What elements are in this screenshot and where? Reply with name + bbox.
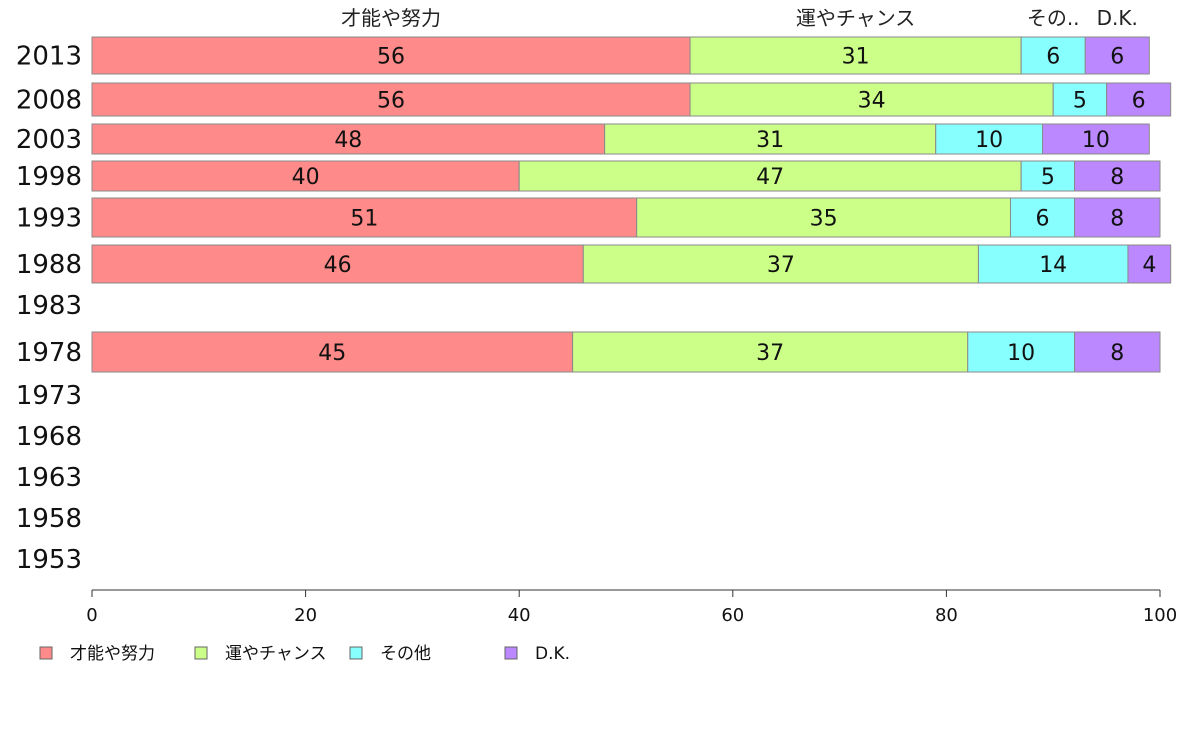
year-label-2013: 2013	[16, 42, 82, 72]
series-header-1: 運やチャンス	[796, 6, 915, 30]
value-label-2003-series-0: 48	[334, 128, 362, 153]
year-label-2008: 2008	[16, 86, 82, 116]
bar-1993-series-3	[1074, 197, 1161, 238]
value-label-1998-series-3: 8	[1110, 165, 1124, 190]
year-label-1958: 1958	[16, 504, 82, 534]
value-label-2013-series-1: 31	[842, 45, 870, 70]
bar-1998-series-0	[91, 160, 520, 192]
bar-1993-series-1	[636, 197, 1011, 238]
value-label-1988-series-2: 14	[1039, 253, 1067, 278]
value-label-1998-series-0: 40	[292, 165, 320, 190]
bar-1993-series-0	[91, 197, 638, 238]
x-tick-label-60: 60	[721, 605, 744, 626]
legend-label-0: 才能や努力	[70, 644, 155, 664]
series-header-3: D.K.	[1097, 6, 1138, 30]
value-label-2008-series-3: 6	[1132, 89, 1146, 114]
year-label-1988: 1988	[16, 250, 82, 280]
bar-2008-series-2	[1052, 82, 1108, 117]
legend: 才能や努力 運やチャンス その他 D.K.	[39, 644, 570, 664]
bar-1998-series-3	[1074, 160, 1161, 192]
year-label-1993: 1993	[16, 204, 82, 234]
value-label-1993-series-0: 51	[350, 207, 378, 232]
category-header-labels: 才能や努力 運やチャンス その.. D.K.	[341, 6, 1138, 30]
legend-swatch-3	[504, 646, 518, 660]
value-label-1988-series-3: 4	[1142, 253, 1156, 278]
value-label-2013-series-0: 56	[377, 45, 405, 70]
x-tick-label-0: 0	[86, 605, 97, 626]
bar-1993-series-2	[1009, 197, 1076, 238]
value-label-1978-series-3: 8	[1110, 341, 1124, 366]
value-label-2003-series-3: 10	[1082, 128, 1110, 153]
series-header-0: 才能や努力	[341, 6, 441, 30]
value-label-1993-series-3: 8	[1110, 207, 1124, 232]
year-label-1963: 1963	[16, 463, 82, 493]
year-axis-labels: 2013 2008 2003 1998 1993 1988 1983 1978 1973 1968…	[16, 42, 82, 576]
bar-1988-series-1	[582, 244, 979, 284]
value-label-1988-series-0: 46	[324, 253, 352, 278]
x-tick-label-20: 20	[294, 605, 317, 626]
x-tick-label-40: 40	[508, 605, 531, 626]
bar-2013-series-1	[689, 36, 1022, 75]
legend-swatch-0	[39, 646, 53, 660]
value-label-1998-series-2: 5	[1041, 165, 1055, 190]
bar-2003-series-1	[604, 123, 937, 155]
x-axis: 0 20 40 60 80 100	[86, 589, 1177, 626]
bar-2008-series-3	[1106, 82, 1172, 117]
bar-2003-series-3	[1042, 123, 1150, 155]
bar-1988-series-2	[977, 244, 1129, 284]
value-label-1988-series-1: 37	[767, 253, 795, 278]
value-label-1998-series-1: 47	[756, 165, 784, 190]
value-label-2008-series-2: 5	[1073, 89, 1087, 114]
value-label-2008-series-1: 34	[858, 89, 886, 114]
legend-swatch-1	[194, 646, 208, 660]
value-label-2003-series-1: 31	[756, 128, 784, 153]
legend-label-2: その他	[380, 644, 431, 664]
value-label-1978-series-1: 37	[756, 341, 784, 366]
year-label-2003: 2003	[16, 125, 82, 155]
year-label-1978: 1978	[16, 338, 82, 368]
x-tick-label-80: 80	[935, 605, 958, 626]
bar-1988-series-3	[1127, 244, 1172, 284]
value-label-1978-series-2: 10	[1007, 341, 1035, 366]
bar-1988-series-0	[91, 244, 584, 284]
value-label-2008-series-0: 56	[377, 89, 405, 114]
legend-label-3: D.K.	[535, 644, 570, 664]
legend-label-1: 運やチャンス	[225, 644, 327, 664]
bar-2013-series-3	[1084, 36, 1150, 75]
bar-1978-series-3	[1074, 331, 1161, 373]
value-label-2013-series-2: 6	[1046, 45, 1060, 70]
x-tick-label-100: 100	[1143, 605, 1177, 626]
legend-swatch-2	[349, 646, 363, 660]
year-label-1983: 1983	[16, 291, 82, 321]
year-label-1968: 1968	[16, 422, 82, 452]
value-label-1978-series-0: 45	[318, 341, 346, 366]
year-label-1973: 1973	[16, 381, 82, 411]
bar-2013-series-2	[1020, 36, 1086, 75]
bar-2013-series-0	[91, 36, 691, 75]
bar-1998-series-1	[518, 160, 1022, 192]
year-label-1998: 1998	[16, 162, 82, 192]
bar-2008-series-0	[91, 82, 691, 117]
bar-2008-series-1	[689, 82, 1054, 117]
series-header-2: その..	[1027, 6, 1080, 30]
value-label-1993-series-1: 35	[810, 207, 838, 232]
value-label-2003-series-2: 10	[975, 128, 1003, 153]
bar-1978-series-2	[967, 331, 1076, 373]
bar-2003-series-0	[91, 123, 606, 155]
value-label-2013-series-3: 6	[1110, 45, 1124, 70]
value-label-1993-series-2: 6	[1036, 207, 1050, 232]
bar-1978-series-0	[91, 331, 574, 373]
year-label-1953: 1953	[16, 545, 82, 575]
